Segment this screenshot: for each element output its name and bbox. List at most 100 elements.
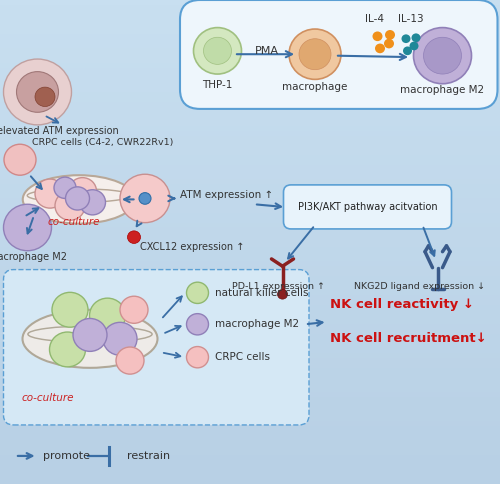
- Text: PMA: PMA: [254, 46, 278, 56]
- Text: PD-L1 expression ↑: PD-L1 expression ↑: [232, 282, 326, 291]
- Bar: [0, 300, 500, 305]
- Bar: [0, 53, 500, 58]
- Circle shape: [103, 322, 137, 355]
- Bar: [0, 48, 500, 53]
- Bar: [0, 378, 500, 382]
- Bar: [0, 34, 500, 39]
- Circle shape: [54, 177, 76, 198]
- Bar: [0, 82, 500, 87]
- Bar: [0, 392, 500, 397]
- Text: natural killer cells: natural killer cells: [215, 288, 308, 298]
- Text: co-culture: co-culture: [21, 393, 74, 403]
- Bar: [0, 203, 500, 208]
- Circle shape: [50, 332, 86, 367]
- Circle shape: [68, 178, 96, 205]
- Bar: [0, 237, 500, 242]
- Bar: [0, 44, 500, 48]
- Bar: [0, 126, 500, 131]
- Text: co-culture: co-culture: [48, 217, 100, 227]
- Bar: [0, 102, 500, 106]
- Bar: [0, 165, 500, 169]
- Bar: [0, 382, 500, 387]
- Bar: [0, 145, 500, 150]
- Circle shape: [128, 231, 140, 243]
- Text: IL-4: IL-4: [364, 15, 384, 24]
- Bar: [0, 315, 500, 319]
- Bar: [0, 252, 500, 257]
- Circle shape: [116, 347, 144, 374]
- Bar: [0, 407, 500, 411]
- Bar: [0, 266, 500, 271]
- Ellipse shape: [23, 175, 135, 224]
- Bar: [0, 281, 500, 286]
- Text: PI3K/AKT pathway acitvation: PI3K/AKT pathway acitvation: [298, 202, 438, 212]
- Bar: [0, 261, 500, 266]
- Bar: [0, 334, 500, 339]
- Circle shape: [372, 31, 382, 41]
- Circle shape: [80, 190, 106, 215]
- Bar: [0, 368, 500, 373]
- Bar: [0, 198, 500, 203]
- Circle shape: [402, 34, 410, 43]
- Circle shape: [186, 282, 208, 303]
- Circle shape: [410, 42, 418, 50]
- Circle shape: [4, 204, 51, 251]
- Ellipse shape: [22, 310, 158, 368]
- Circle shape: [66, 187, 90, 210]
- Bar: [0, 363, 500, 368]
- FancyBboxPatch shape: [284, 185, 452, 229]
- Circle shape: [412, 33, 420, 42]
- Bar: [0, 397, 500, 402]
- Bar: [0, 121, 500, 126]
- Bar: [0, 344, 500, 348]
- Bar: [0, 286, 500, 290]
- Circle shape: [385, 30, 395, 40]
- Circle shape: [16, 72, 58, 112]
- Bar: [0, 29, 500, 34]
- Text: macrophage M2: macrophage M2: [400, 85, 484, 94]
- Bar: [0, 140, 500, 145]
- Bar: [0, 348, 500, 353]
- Bar: [0, 179, 500, 184]
- Bar: [0, 106, 500, 111]
- Text: NK cell recruitment↓: NK cell recruitment↓: [330, 333, 487, 345]
- Circle shape: [4, 59, 71, 125]
- Bar: [0, 24, 500, 29]
- Bar: [0, 290, 500, 295]
- Text: restrain: restrain: [128, 451, 170, 461]
- Circle shape: [139, 193, 151, 204]
- Circle shape: [424, 37, 462, 74]
- Bar: [0, 68, 500, 73]
- Bar: [0, 479, 500, 484]
- Bar: [0, 87, 500, 92]
- Bar: [0, 97, 500, 102]
- Circle shape: [375, 44, 385, 53]
- Bar: [0, 310, 500, 315]
- Text: CXCL12 expression ↑: CXCL12 expression ↑: [140, 242, 244, 252]
- Text: THP-1: THP-1: [202, 80, 232, 90]
- Circle shape: [90, 298, 126, 333]
- Circle shape: [384, 39, 394, 48]
- Bar: [0, 426, 500, 431]
- Bar: [0, 116, 500, 121]
- Circle shape: [289, 29, 341, 79]
- Bar: [0, 440, 500, 445]
- Text: ATM expression ↑: ATM expression ↑: [180, 190, 273, 199]
- Bar: [0, 208, 500, 213]
- Bar: [0, 150, 500, 155]
- Circle shape: [204, 37, 232, 64]
- Bar: [0, 402, 500, 407]
- Bar: [0, 218, 500, 223]
- Bar: [0, 73, 500, 77]
- Bar: [0, 455, 500, 460]
- Bar: [0, 373, 500, 378]
- Bar: [0, 421, 500, 426]
- Bar: [0, 247, 500, 252]
- Bar: [0, 223, 500, 227]
- Bar: [0, 324, 500, 329]
- Circle shape: [299, 39, 331, 70]
- Bar: [0, 460, 500, 465]
- Text: macrophage M2: macrophage M2: [0, 252, 67, 261]
- Bar: [0, 436, 500, 440]
- Circle shape: [186, 347, 208, 368]
